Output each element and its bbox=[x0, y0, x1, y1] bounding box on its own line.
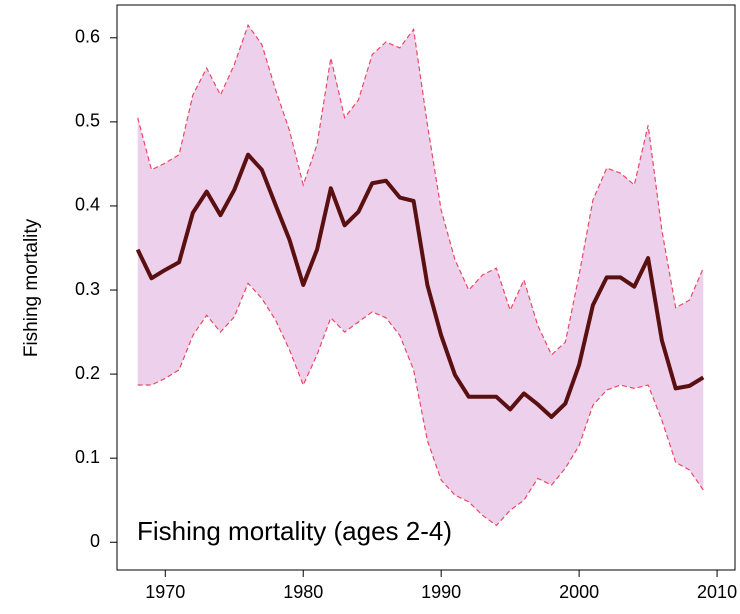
lower-bound-line bbox=[137, 282, 704, 527]
y-tick-label: 0.5 bbox=[75, 111, 100, 131]
y-tick-label: 0 bbox=[90, 531, 100, 551]
x-tick-label: 1990 bbox=[421, 582, 461, 602]
y-tick-label: 0.1 bbox=[75, 447, 100, 467]
annotation: Fishing mortality (ages 2-4) bbox=[137, 516, 452, 546]
y-tick-label: 0.6 bbox=[75, 27, 100, 47]
y-tick-label: 0.2 bbox=[75, 363, 100, 383]
upper-bound-line bbox=[137, 23, 704, 356]
estimate-line bbox=[135, 152, 705, 419]
y-tick-label: 0.4 bbox=[75, 195, 100, 215]
x-tick-label: 2000 bbox=[559, 582, 599, 602]
y-axis-label: Fishing mortality bbox=[21, 218, 42, 357]
y-tick-label: 0.3 bbox=[75, 279, 100, 299]
x-tick-label: 1970 bbox=[145, 582, 185, 602]
confidence-band bbox=[137, 25, 704, 526]
x-tick-label: 1980 bbox=[283, 582, 323, 602]
x-tick-label: 2010 bbox=[697, 582, 737, 602]
plot-frame bbox=[116, 4, 736, 571]
